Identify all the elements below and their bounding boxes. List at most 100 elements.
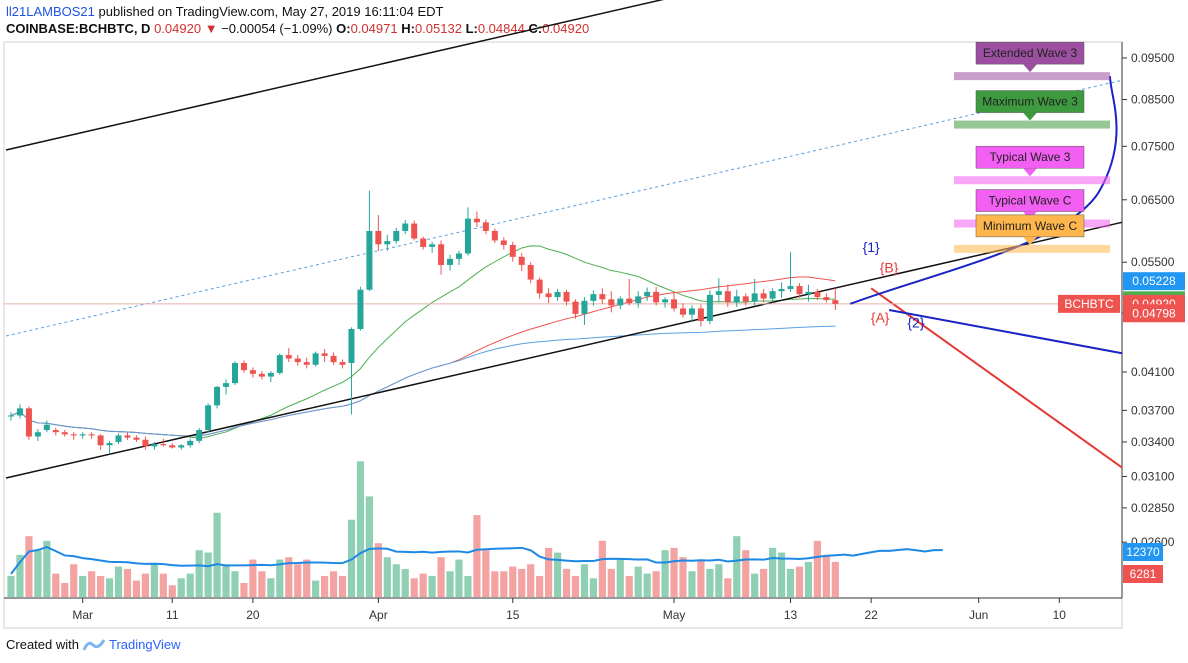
volume-bar: [25, 536, 33, 597]
candle-body: [196, 430, 203, 441]
volume-bar: [52, 573, 60, 597]
volume-bar: [831, 561, 839, 597]
candle-body: [79, 434, 86, 436]
x-tick-label: 13: [784, 608, 798, 622]
volume-bar: [822, 554, 830, 597]
low-value: 0.04844: [477, 21, 525, 36]
footer: Created with TradingView: [6, 637, 181, 652]
candle-body: [590, 294, 597, 301]
candle-body: [312, 353, 319, 365]
candle-body: [348, 329, 355, 363]
candle-body: [796, 286, 803, 295]
candle-body: [142, 439, 149, 447]
candle-body: [778, 288, 785, 292]
moving-averages: [10, 245, 836, 439]
candle-body: [500, 240, 507, 245]
volume-bar: [43, 540, 51, 597]
candle-body: [8, 415, 14, 417]
volume-bar: [589, 578, 597, 597]
y-tick-label: 0.05500: [1131, 255, 1175, 269]
target-callout-pointer: [1023, 168, 1037, 177]
volume-bar: [392, 564, 400, 597]
volume-bar: [410, 578, 418, 597]
candle-body: [473, 218, 480, 223]
volume-bar: [213, 512, 221, 597]
volume-bar: [231, 571, 239, 597]
symbol-badge-label: BCHBTC: [1064, 297, 1114, 311]
candle-body: [357, 289, 364, 330]
time-axis: Mar 11 20 Apr 15 May 13 22 Jun 10: [72, 598, 1066, 622]
volume-bar: [374, 543, 382, 597]
last-price: 0.04920: [154, 21, 202, 36]
candle-body: [554, 291, 561, 298]
volume-bar: [724, 578, 732, 597]
volume-bar: [751, 573, 759, 597]
volume-bar: [607, 568, 615, 597]
volume-bar: [688, 571, 696, 597]
y-tick-label: 0.08500: [1131, 93, 1175, 107]
volume-bar: [733, 536, 741, 597]
candle-body: [178, 445, 185, 448]
target-band: [954, 244, 1110, 253]
volume-bar: [553, 552, 562, 597]
price-axis: 0.095000.085000.075000.065000.055000.048…: [1122, 51, 1175, 549]
candle-body: [384, 241, 391, 245]
candle-body: [267, 372, 274, 377]
candle-body: [375, 230, 382, 245]
x-tick-label: 20: [246, 608, 260, 622]
candle-body: [187, 440, 194, 446]
wave-label: {A}: [871, 310, 890, 326]
tradingview-brand-link[interactable]: TradingView: [108, 637, 181, 652]
candle-body: [52, 430, 59, 433]
volume-bar: [97, 575, 105, 597]
volume-bar: [419, 573, 427, 597]
candle-body: [366, 230, 373, 290]
volume-bar: [204, 552, 212, 597]
y-tick-label: 0.09500: [1131, 51, 1175, 65]
volume-bar: [79, 575, 87, 597]
volume-bar: [401, 568, 409, 597]
candle-body: [61, 432, 68, 435]
channel-support-line: [5, 221, 1123, 479]
volume-badge: [1123, 565, 1163, 583]
volume-bar: [616, 559, 624, 597]
red-descending-line: [870, 287, 1123, 469]
candle-body: [715, 291, 722, 295]
candle-body: [447, 258, 454, 265]
y-tick-label: 0.03100: [1131, 469, 1175, 483]
volume-bar: [329, 571, 338, 597]
candle-body: [635, 296, 642, 304]
target-label: Typical Wave 3: [990, 150, 1071, 164]
candle-body: [680, 308, 686, 315]
volume-bar: [482, 550, 490, 597]
candle-body: [285, 355, 292, 359]
candle-body: [339, 362, 346, 365]
candle-body: [527, 264, 534, 280]
author-name[interactable]: ll21LAMBOS21: [6, 4, 95, 19]
volume-bar: [437, 557, 445, 597]
volume-bar: [276, 559, 284, 597]
candle-body: [751, 293, 758, 302]
candle-body: [420, 238, 427, 247]
open-value: 0.04971: [350, 21, 398, 36]
candle-body: [733, 296, 740, 303]
volume-bar: [222, 564, 230, 597]
candle-body: [88, 434, 95, 436]
volume-badge-label: 12370: [1126, 545, 1160, 559]
volume-bar: [455, 559, 463, 597]
wave-label: {2}: [907, 314, 924, 330]
candle-body: [644, 291, 651, 297]
candle-body: [805, 291, 812, 295]
symbol-label: COINBASE:BCHBTC, D: [6, 21, 151, 36]
x-tick-label: 15: [506, 608, 520, 622]
candle-body: [249, 370, 256, 374]
high-value: 0.05132: [414, 21, 462, 36]
candle-body: [662, 299, 669, 303]
candle-body: [258, 373, 265, 377]
volume-bar: [7, 575, 15, 597]
volume-bar: [634, 566, 642, 597]
target-label: Minimum Wave C: [983, 219, 1078, 233]
volume-bar: [760, 568, 768, 597]
candle-body: [697, 308, 704, 321]
